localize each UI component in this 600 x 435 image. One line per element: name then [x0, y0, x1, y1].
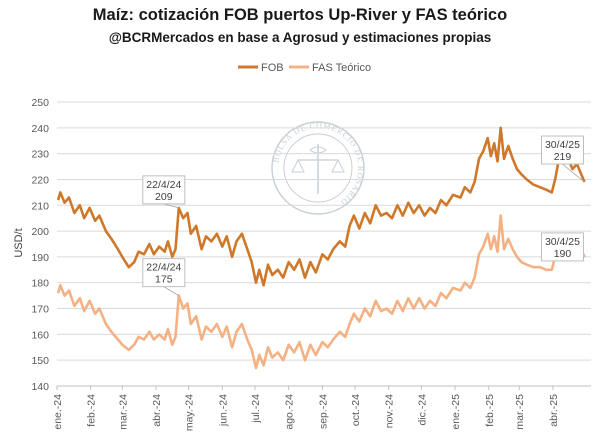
x-tick-label: abr.-25	[548, 394, 560, 427]
legend-item: FOB	[238, 62, 284, 74]
callout-date: 22/4/24	[146, 179, 181, 191]
y-tick-label: 200	[31, 226, 49, 238]
y-tick-label: 230	[31, 149, 49, 161]
x-tick-label: jul.-24	[250, 394, 262, 424]
x-tick-label: feb.-24	[86, 394, 98, 427]
legend-label: FOB	[261, 62, 284, 74]
x-tick-label: jun.-24	[217, 394, 229, 427]
y-tick-label: 140	[31, 381, 49, 393]
x-tick-label: ago.-24	[284, 394, 296, 430]
x-tick-label: ene.-25	[450, 394, 462, 430]
y-axis-label: USD/t	[13, 228, 25, 257]
bcr-seal-watermark: BOLSA DE COMERCIO DE ROSARIO	[271, 121, 365, 215]
y-tick-label: 220	[31, 174, 49, 186]
chart-subtitle: @BCRMercados en base a Agrosud y estimac…	[108, 30, 492, 45]
callout-box	[142, 175, 186, 205]
callout-box	[142, 258, 186, 288]
legend-item: FAS Teórico	[289, 62, 371, 74]
y-tick-label: 240	[31, 123, 49, 135]
series-line-fob	[56, 126, 586, 287]
x-tick-label: may.-24	[184, 394, 196, 431]
x-tick-label: mar.-24	[117, 394, 129, 430]
y-tick-label: 170	[31, 304, 49, 316]
x-tick-label: dic.-24	[416, 394, 428, 426]
callout-date: 22/4/24	[146, 262, 181, 274]
chart-title: Maíz: cotización FOB puertos Up-River y …	[92, 6, 508, 24]
y-tick-label: 250	[31, 97, 49, 109]
callout-value: 190	[554, 248, 572, 260]
x-tick-label: oct.-24	[350, 394, 362, 426]
y-tick-label: 180	[31, 278, 49, 290]
y-tick-label: 160	[31, 329, 49, 341]
x-tick-label: ene.-24	[52, 394, 64, 430]
x-tick-label: nov.-24	[384, 394, 396, 428]
y-tick-label: 210	[31, 200, 49, 212]
legend-label: FAS Teórico	[312, 62, 371, 74]
callout-leader	[163, 286, 180, 296]
x-tick-label: feb.-25	[484, 394, 496, 427]
y-tick-label: 150	[31, 355, 49, 367]
series-line-fas-te-rico	[56, 214, 586, 370]
callout-value: 175	[155, 274, 173, 286]
x-tick-label: abr.-24	[151, 394, 163, 427]
callout-box	[540, 135, 584, 165]
y-tick-label: 190	[31, 252, 49, 264]
callout-date: 30/4/25	[545, 139, 580, 151]
callout-value: 219	[554, 151, 572, 163]
callout-box	[540, 232, 584, 262]
callout-leader	[562, 163, 585, 183]
x-tick-label: sep.-24	[317, 394, 329, 429]
callout-date: 30/4/25	[545, 236, 580, 248]
callout-leader	[163, 203, 179, 209]
callout-value: 209	[155, 191, 173, 203]
x-tick-label: mar.-25	[514, 394, 526, 430]
